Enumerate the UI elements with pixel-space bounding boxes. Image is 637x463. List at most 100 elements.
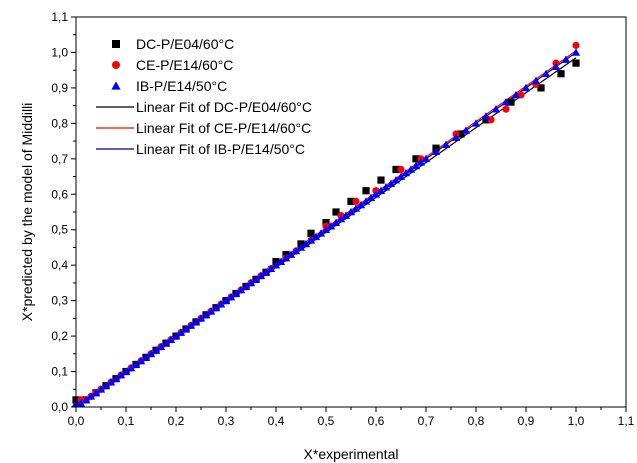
y-tick-label: 0,5 bbox=[51, 223, 68, 237]
data-point bbox=[376, 186, 386, 195]
legend-marker bbox=[112, 61, 120, 69]
data-point bbox=[356, 200, 366, 209]
data-point bbox=[396, 172, 406, 180]
x-tick-label: 1,1 bbox=[618, 414, 635, 428]
data-point bbox=[231, 289, 241, 297]
x-tick-label: 0,9 bbox=[518, 414, 535, 428]
data-point bbox=[321, 225, 331, 234]
data-point bbox=[186, 321, 196, 329]
y-tick-label: 0,8 bbox=[51, 116, 68, 130]
y-tick-label: 1,0 bbox=[51, 45, 68, 59]
data-point bbox=[106, 378, 116, 386]
data-point bbox=[191, 317, 201, 326]
data-point bbox=[151, 346, 161, 354]
data-point bbox=[501, 97, 511, 106]
data-point bbox=[251, 275, 261, 283]
data-point bbox=[421, 154, 431, 163]
data-point bbox=[96, 385, 106, 393]
data-point bbox=[391, 175, 401, 184]
data-point bbox=[226, 292, 236, 301]
y-tick-label: 0,9 bbox=[51, 81, 68, 95]
y-tick-label: 0,7 bbox=[51, 152, 68, 166]
legend-label: Linear Fit of IB-P/E14/50°C bbox=[136, 141, 305, 157]
data-point bbox=[271, 261, 281, 269]
data-point bbox=[241, 282, 251, 290]
legend-label: CE-P/E14/60°C bbox=[136, 57, 233, 73]
data-point bbox=[441, 140, 451, 148]
data-point bbox=[261, 268, 271, 276]
data-point bbox=[266, 264, 276, 273]
y-tick-label: 0,3 bbox=[51, 294, 68, 308]
data-point bbox=[181, 324, 191, 333]
data-point bbox=[76, 399, 86, 407]
data-point bbox=[171, 331, 181, 340]
data-point bbox=[291, 246, 301, 255]
x-axis-ticks: 0,0 0,1 0,2 0,3 0,4 0,5 0,6 0,7 0,8 0,9 1,0 1,1 bbox=[68, 407, 635, 428]
data-point bbox=[551, 62, 561, 70]
y-tick-label: 0,2 bbox=[51, 329, 68, 343]
data-point bbox=[311, 232, 321, 241]
data-point bbox=[397, 165, 405, 174]
data-point bbox=[146, 349, 156, 358]
data-point bbox=[557, 70, 565, 78]
data-point bbox=[401, 168, 411, 177]
data-point bbox=[461, 126, 471, 134]
data-point bbox=[352, 197, 360, 205]
data-point bbox=[386, 179, 396, 187]
data-point bbox=[221, 296, 231, 304]
data-point bbox=[491, 105, 501, 113]
data-point bbox=[316, 229, 326, 237]
data-point bbox=[531, 76, 541, 85]
data-point bbox=[166, 335, 176, 343]
x-tick-label: 0,7 bbox=[418, 414, 435, 428]
legend-marker bbox=[111, 81, 121, 90]
data-point bbox=[561, 55, 571, 63]
y-tick-label: 0,1 bbox=[51, 365, 68, 379]
data-point bbox=[111, 374, 121, 382]
data-point bbox=[451, 133, 461, 141]
data-point bbox=[296, 243, 306, 251]
data-point bbox=[116, 370, 126, 379]
data-point bbox=[411, 161, 421, 170]
data-point bbox=[571, 48, 581, 56]
data-point bbox=[161, 339, 171, 347]
x-tick-label: 0,8 bbox=[468, 414, 485, 428]
data-point bbox=[416, 158, 426, 166]
data-markers bbox=[71, 41, 581, 407]
data-point bbox=[196, 314, 206, 322]
data-point bbox=[306, 236, 316, 244]
data-point bbox=[131, 360, 141, 368]
data-point bbox=[91, 388, 101, 397]
data-point bbox=[121, 367, 131, 375]
data-point bbox=[502, 105, 510, 113]
x-tick-label: 0,1 bbox=[118, 414, 135, 428]
data-point bbox=[81, 395, 91, 404]
data-point bbox=[507, 98, 515, 106]
data-point bbox=[537, 84, 545, 92]
y-tick-label: 1,1 bbox=[51, 10, 68, 24]
y-tick-label: 0,0 bbox=[51, 400, 68, 414]
legend-label: Linear Fit of CE-P/E14/60°C bbox=[136, 120, 311, 136]
data-point bbox=[301, 239, 311, 248]
data-point bbox=[236, 285, 246, 294]
x-tick-label: 0,6 bbox=[368, 414, 385, 428]
data-point bbox=[457, 130, 465, 138]
legend-label: Linear Fit of DC-P/E04/60°C bbox=[136, 99, 312, 115]
data-point bbox=[216, 300, 226, 308]
data-point bbox=[481, 112, 491, 120]
data-point bbox=[136, 356, 146, 365]
data-point bbox=[281, 253, 291, 262]
y-tick-label: 0,6 bbox=[51, 187, 68, 201]
data-point bbox=[201, 310, 211, 319]
data-point bbox=[101, 381, 111, 390]
data-point bbox=[471, 119, 481, 127]
x-tick-label: 1,0 bbox=[568, 414, 585, 428]
data-point bbox=[381, 183, 391, 191]
x-tick-label: 0,3 bbox=[218, 414, 235, 428]
data-point bbox=[392, 165, 400, 174]
legend-label: DC-P/E04/60°C bbox=[136, 36, 234, 52]
data-point bbox=[362, 187, 370, 195]
data-point bbox=[332, 208, 340, 216]
data-point bbox=[286, 250, 296, 258]
